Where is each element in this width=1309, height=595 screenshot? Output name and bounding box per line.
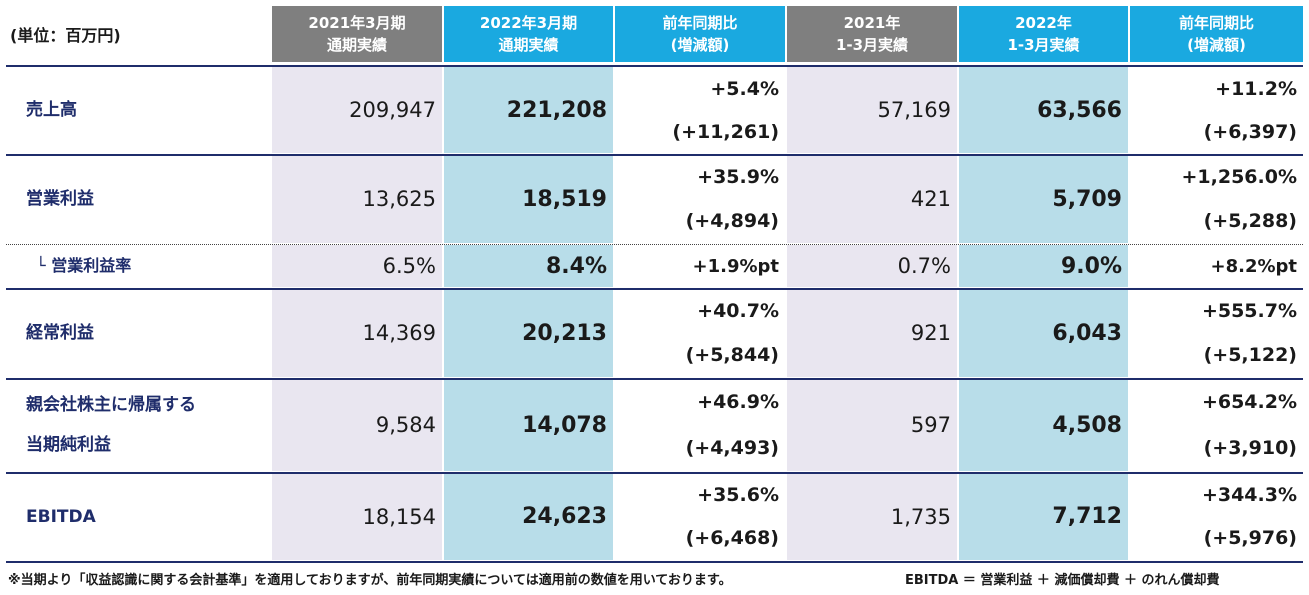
column-header-line1: 2021年 bbox=[843, 14, 901, 32]
change-percent: +1.9%pt bbox=[692, 255, 780, 277]
footnote-ebitda-definition: EBITDA ＝ 営業利益 ＋ 減価償却費 ＋ のれん償却費 bbox=[905, 573, 1220, 588]
row-divider bbox=[6, 378, 1303, 380]
change-percent: +555.7% bbox=[1201, 300, 1297, 322]
column-header-5: 2022年 1-3月実績 bbox=[959, 6, 1128, 62]
cell-fy2022-ebitda: 24,623 bbox=[444, 473, 613, 560]
cell-q2021-ebitda: 1,735 bbox=[787, 473, 957, 560]
row-divider bbox=[6, 244, 1303, 245]
cell-q-change-ebitda: +344.3% (+5,976) bbox=[1130, 473, 1303, 560]
column-header-4: 2021年 1-3月実績 bbox=[787, 6, 957, 62]
cell-fy-change-net-income: +46.9% (+4,493) bbox=[615, 379, 785, 471]
row-label-text: 営業利益 bbox=[26, 189, 94, 209]
row-label-text: 経常利益 bbox=[26, 323, 94, 343]
column-header-6: 前年同期比 (増減額) bbox=[1130, 6, 1303, 62]
change-amount: (+11,261) bbox=[672, 120, 779, 143]
cell-q-change-operating-margin: +8.2%pt bbox=[1130, 245, 1303, 287]
row-label-text: 親会社株主に帰属する bbox=[26, 395, 196, 415]
column-header-3: 前年同期比 (増減額) bbox=[615, 6, 785, 62]
row-label-ebitda: EBITDA bbox=[6, 473, 272, 560]
cell-q-change-net-income: +654.2% (+3,910) bbox=[1130, 379, 1303, 471]
row-label-text: └ 営業利益率 bbox=[36, 256, 132, 275]
column-header-line1: 前年同期比 bbox=[662, 14, 738, 32]
cell-fy-change-ebitda: +35.6% (+6,468) bbox=[615, 473, 785, 560]
cell-fy-change-ordinary-income: +40.7% (+5,844) bbox=[615, 289, 785, 377]
change-percent: +40.7% bbox=[697, 300, 779, 322]
column-header-line2: 1-3月実績 bbox=[1007, 36, 1080, 54]
row-divider bbox=[6, 154, 1303, 156]
cell-fy2022-net-sales: 221,208 bbox=[444, 67, 613, 153]
footnote-accounting-standard: ※当期より「収益認識に関する会計基準」を適用しておりますが、前年同期実績について… bbox=[8, 573, 732, 588]
change-amount: (+6,397) bbox=[1203, 120, 1297, 143]
row-divider bbox=[6, 561, 1303, 563]
cell-q2022-operating-margin: 9.0% bbox=[959, 245, 1128, 287]
change-percent: +654.2% bbox=[1201, 391, 1297, 413]
cell-fy2022-operating-income: 18,519 bbox=[444, 155, 613, 243]
column-header-line1: 2022年 bbox=[1015, 14, 1072, 32]
column-header-line2: 1-3月実績 bbox=[835, 36, 909, 54]
cell-q2021-operating-income: 421 bbox=[787, 155, 957, 243]
change-percent: +11.2% bbox=[1215, 77, 1297, 100]
change-amount: (+5,844) bbox=[685, 344, 779, 366]
column-header-1: 2021年3月期 通期実績 bbox=[272, 6, 442, 62]
change-percent: +8.2%pt bbox=[1210, 255, 1298, 277]
row-divider bbox=[6, 472, 1303, 474]
row-label-text: 売上高 bbox=[26, 100, 77, 120]
change-percent: +344.3% bbox=[1201, 483, 1297, 506]
cell-fy2021-ordinary-income: 14,369 bbox=[272, 289, 442, 377]
column-header-2: 2022年3月期 通期実績 bbox=[444, 6, 613, 62]
row-label-net-income: 親会社株主に帰属する 当期純利益 bbox=[6, 379, 272, 471]
row-label-text-2: 当期純利益 bbox=[26, 435, 111, 455]
row-label-net-sales: 売上高 bbox=[6, 67, 272, 153]
change-amount: (+5,122) bbox=[1203, 344, 1297, 366]
row-divider bbox=[6, 288, 1303, 290]
cell-fy2022-operating-margin: 8.4% bbox=[444, 245, 613, 287]
change-amount: (+5,976) bbox=[1203, 527, 1297, 550]
row-label-operating-income: 営業利益 bbox=[6, 155, 272, 243]
cell-q2021-net-income: 597 bbox=[787, 379, 957, 471]
cell-fy2021-net-sales: 209,947 bbox=[272, 67, 442, 153]
change-amount: (+3,910) bbox=[1203, 437, 1297, 459]
change-percent: +5.4% bbox=[710, 77, 779, 100]
cell-fy-change-operating-income: +35.9% (+4,894) bbox=[615, 155, 785, 243]
cell-q2022-ebitda: 7,712 bbox=[959, 473, 1128, 560]
cell-fy2022-ordinary-income: 20,213 bbox=[444, 289, 613, 377]
column-header-line1: 前年同期比 bbox=[1178, 14, 1254, 32]
change-amount: (+4,493) bbox=[685, 437, 779, 459]
change-percent: +35.6% bbox=[697, 483, 779, 506]
change-percent: +46.9% bbox=[697, 391, 779, 413]
row-label-ordinary-income: 経常利益 bbox=[6, 289, 272, 377]
cell-fy2021-operating-income: 13,625 bbox=[272, 155, 442, 243]
cell-fy2021-operating-margin: 6.5% bbox=[272, 245, 442, 287]
cell-q2022-net-sales: 63,566 bbox=[959, 67, 1128, 153]
column-header-line2: 通期実績 bbox=[326, 36, 387, 54]
change-amount: (+4,894) bbox=[685, 210, 779, 232]
column-header-line2: 通期実績 bbox=[498, 36, 559, 54]
cell-fy2021-ebitda: 18,154 bbox=[272, 473, 442, 560]
cell-q2022-net-income: 4,508 bbox=[959, 379, 1128, 471]
row-divider bbox=[6, 65, 1303, 67]
change-amount: (+6,468) bbox=[685, 527, 779, 550]
cell-fy2022-net-income: 14,078 bbox=[444, 379, 613, 471]
row-label-operating-margin: └ 営業利益率 bbox=[6, 245, 272, 287]
change-amount: (+5,288) bbox=[1203, 210, 1297, 232]
column-header-line2: (増減額) bbox=[1187, 36, 1246, 54]
cell-fy-change-operating-margin: +1.9%pt bbox=[615, 245, 785, 287]
change-percent: +1,256.0% bbox=[1181, 166, 1298, 188]
cell-fy-change-net-sales: +5.4% (+11,261) bbox=[615, 67, 785, 153]
cell-q-change-operating-income: +1,256.0% (+5,288) bbox=[1130, 155, 1303, 243]
cell-q2022-ordinary-income: 6,043 bbox=[959, 289, 1128, 377]
cell-q2021-ordinary-income: 921 bbox=[787, 289, 957, 377]
change-percent: +35.9% bbox=[697, 166, 779, 188]
unit-label: (単位：百万円) bbox=[10, 26, 121, 45]
cell-q2021-operating-margin: 0.7% bbox=[787, 245, 957, 287]
column-header-line1: 2022年3月期 bbox=[479, 14, 578, 32]
column-header-line2: (増減額) bbox=[670, 36, 730, 54]
cell-q2022-operating-income: 5,709 bbox=[959, 155, 1128, 243]
column-header-line1: 2021年3月期 bbox=[308, 14, 406, 32]
cell-q-change-ordinary-income: +555.7% (+5,122) bbox=[1130, 289, 1303, 377]
cell-fy2021-net-income: 9,584 bbox=[272, 379, 442, 471]
cell-q-change-net-sales: +11.2% (+6,397) bbox=[1130, 67, 1303, 153]
cell-q2021-net-sales: 57,169 bbox=[787, 67, 957, 153]
row-label-text: EBITDA bbox=[26, 506, 96, 527]
